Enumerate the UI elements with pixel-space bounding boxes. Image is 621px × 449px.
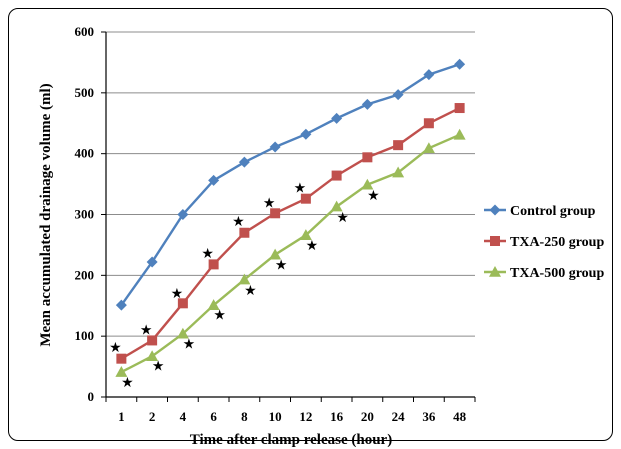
series-0-point-4 bbox=[238, 156, 250, 168]
axes bbox=[101, 31, 476, 402]
series-markers bbox=[115, 58, 466, 377]
legend-marker-1 bbox=[490, 236, 500, 246]
series-1-point-11 bbox=[454, 103, 465, 114]
x-tick-label-20: 20 bbox=[361, 409, 374, 424]
chart-frame bbox=[8, 8, 613, 441]
x-tick-labels: 1 2 4 6 8 10 12 16 20 24 36 48 bbox=[118, 409, 467, 424]
series-0-point-9 bbox=[392, 89, 404, 101]
series-2-point-1 bbox=[146, 350, 159, 362]
series-0-point-7 bbox=[331, 112, 343, 124]
series-1-point-1 bbox=[147, 335, 158, 346]
legend-label-2: TXA-500 group bbox=[510, 266, 604, 281]
series-2-point-0 bbox=[115, 366, 128, 377]
y-tick-label-500: 500 bbox=[75, 85, 95, 100]
upper-star-4: ★ bbox=[232, 214, 245, 230]
series-line-1 bbox=[120, 106, 461, 360]
series-2-point-11 bbox=[453, 128, 466, 140]
series-1-point-5 bbox=[270, 208, 281, 219]
series-1-point-0 bbox=[116, 353, 127, 364]
series-0-point-2 bbox=[177, 209, 189, 220]
series-1-point-9 bbox=[393, 140, 404, 151]
x-tick-label-1: 1 bbox=[118, 409, 125, 424]
legend-label-0: Control group bbox=[510, 204, 596, 219]
series-2-point-4 bbox=[238, 273, 251, 285]
lower-star-6: ★ bbox=[306, 238, 319, 254]
y-tick-label-100: 100 bbox=[75, 328, 95, 343]
lower-star-4: ★ bbox=[244, 283, 257, 299]
legend-marker-0 bbox=[489, 204, 501, 216]
y-tick-label-600: 600 bbox=[75, 24, 95, 39]
upper-star-2: ★ bbox=[171, 286, 184, 302]
x-tick-label-16: 16 bbox=[330, 409, 344, 424]
x-tick-label-12: 12 bbox=[299, 409, 312, 424]
series-0-point-11 bbox=[454, 58, 466, 70]
x-tick-label-48: 48 bbox=[453, 409, 467, 424]
series-2-point-3 bbox=[207, 299, 220, 310]
series-0-point-10 bbox=[423, 69, 435, 81]
series-0-point-6 bbox=[300, 128, 312, 140]
lower-star-0: ★ bbox=[121, 375, 134, 391]
series-2-point-8 bbox=[361, 178, 374, 190]
x-tick-label-10: 10 bbox=[269, 409, 282, 424]
lower-star-2: ★ bbox=[183, 336, 196, 352]
upper-star-0: ★ bbox=[109, 340, 122, 356]
x-tick-label-4: 4 bbox=[180, 409, 187, 424]
series-1-point-4 bbox=[239, 227, 250, 238]
lower-star-3: ★ bbox=[213, 307, 226, 323]
series-0-point-3 bbox=[208, 174, 220, 186]
series-2-point-10 bbox=[422, 142, 435, 153]
upper-star-6: ★ bbox=[294, 181, 307, 197]
y-tick-label-0: 0 bbox=[88, 389, 95, 404]
series-2-point-6 bbox=[299, 229, 312, 240]
series-2-point-2 bbox=[176, 327, 189, 339]
y-tick-label-400: 400 bbox=[75, 146, 95, 161]
y-tick-label-300: 300 bbox=[75, 207, 95, 222]
lower-star-5: ★ bbox=[275, 257, 288, 273]
x-tick-label-36: 36 bbox=[422, 409, 436, 424]
significance-stars: ★ ★ ★ ★ ★ ★ ★ ★ ★ ★ ★ ★ ★ ★ ★ ★ bbox=[109, 181, 380, 391]
series-1-point-2 bbox=[177, 298, 188, 309]
series-1-point-6 bbox=[300, 193, 311, 204]
series-1-point-8 bbox=[362, 152, 373, 163]
legend-marker-2 bbox=[489, 266, 501, 277]
legend-label-1: TXA-250 group bbox=[510, 235, 604, 250]
x-tick-label-6: 6 bbox=[210, 409, 217, 424]
series-2-point-9 bbox=[392, 166, 405, 178]
series-line-0 bbox=[120, 63, 461, 306]
series-1-point-7 bbox=[331, 170, 342, 181]
y-axis-title: Mean accumulated drainage volume (ml) bbox=[38, 83, 54, 346]
lower-star-7: ★ bbox=[336, 210, 349, 226]
x-tick-label-2: 2 bbox=[149, 409, 156, 424]
series-0-point-8 bbox=[361, 98, 373, 110]
x-tick-label-8: 8 bbox=[241, 409, 248, 424]
series-2-point-5 bbox=[269, 248, 282, 260]
lower-star-8: ★ bbox=[367, 188, 380, 204]
upper-star-1: ★ bbox=[140, 322, 153, 338]
series-1-point-10 bbox=[423, 118, 434, 129]
series-lines bbox=[120, 63, 461, 374]
upper-star-5: ★ bbox=[263, 195, 276, 211]
lower-star-1: ★ bbox=[152, 358, 165, 374]
x-tick-label-24: 24 bbox=[392, 409, 406, 424]
series-0-point-1 bbox=[146, 256, 158, 268]
series-1-point-3 bbox=[208, 259, 219, 270]
grid-lines bbox=[106, 31, 475, 337]
y-tick-labels: 0 100 200 300 400 500 600 bbox=[75, 24, 95, 404]
series-0-point-0 bbox=[115, 299, 127, 311]
series-0-point-5 bbox=[269, 141, 281, 153]
y-tick-label-200: 200 bbox=[75, 267, 95, 282]
x-axis-title: Time after clamp release (hour) bbox=[190, 432, 392, 448]
upper-star-3: ★ bbox=[201, 246, 214, 262]
series-2-point-7 bbox=[330, 200, 343, 212]
legend: Control group TXA-250 group TXA-500 group bbox=[484, 204, 604, 281]
